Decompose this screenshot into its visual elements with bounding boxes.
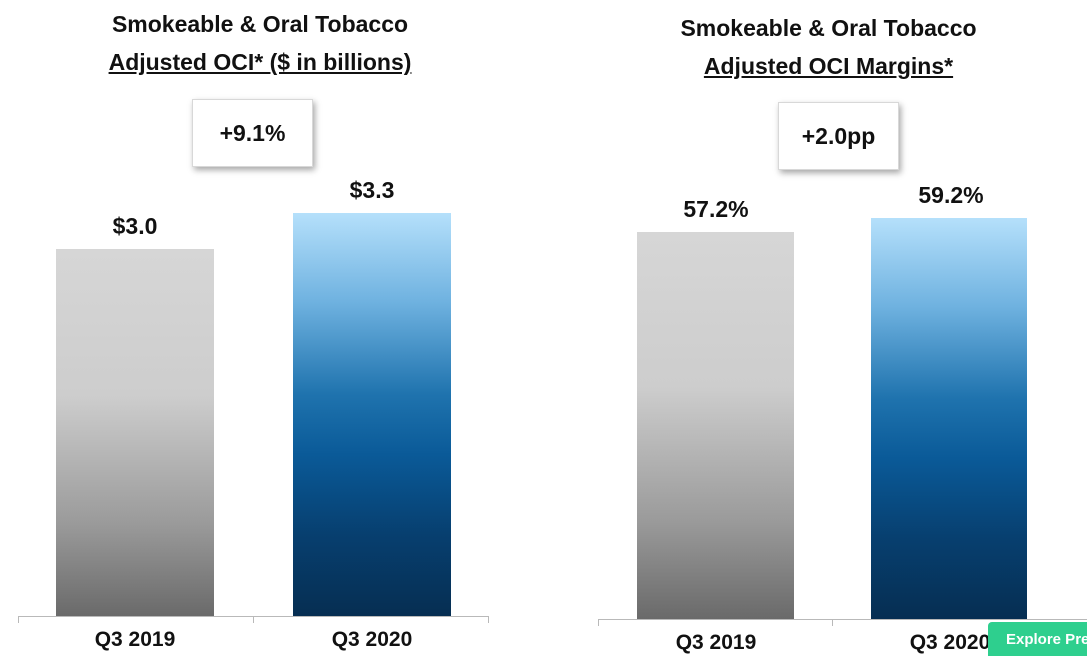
x-axis-tick [488, 616, 489, 623]
x-axis-tick [18, 616, 19, 623]
x-axis-tick [598, 619, 599, 626]
x-axis-tick [253, 616, 254, 623]
bar-value-label: 59.2% [918, 182, 984, 208]
x-tick-label: Q3 2020 [331, 628, 413, 651]
change-badge: +2.0pp [778, 102, 899, 170]
chart-adjusted-oci-margins: Smokeable & Oral Tobacco Adjusted OCI Ma… [580, 0, 1087, 656]
chart-subtitle: Adjusted OCI* ($ in billions) [108, 49, 412, 75]
bar-value-label: 57.2% [683, 196, 749, 222]
x-tick-label: Q3 2019 [675, 631, 757, 654]
chart-subtitle: Adjusted OCI Margins* [703, 53, 954, 79]
explore-premium-button[interactable]: Explore Premium [988, 622, 1087, 656]
x-axis-line [598, 619, 1087, 620]
bar-q3-2020 [293, 213, 451, 616]
bar-q3-2019 [56, 249, 214, 616]
bar-q3-2019 [637, 232, 794, 619]
x-axis-tick [832, 619, 833, 626]
x-tick-label: Q3 2020 [909, 631, 991, 654]
bar-q3-2020 [871, 218, 1027, 619]
bar-value-label: $3.3 [349, 177, 395, 203]
chart-title: Smokeable & Oral Tobacco [680, 15, 977, 41]
bar-value-label: $3.0 [112, 213, 158, 239]
chart-title: Smokeable & Oral Tobacco [111, 11, 409, 37]
change-badge: +9.1% [192, 99, 313, 167]
chart-adjusted-oci: Smokeable & Oral Tobacco Adjusted OCI* (… [0, 0, 520, 656]
x-tick-label: Q3 2019 [94, 628, 176, 651]
